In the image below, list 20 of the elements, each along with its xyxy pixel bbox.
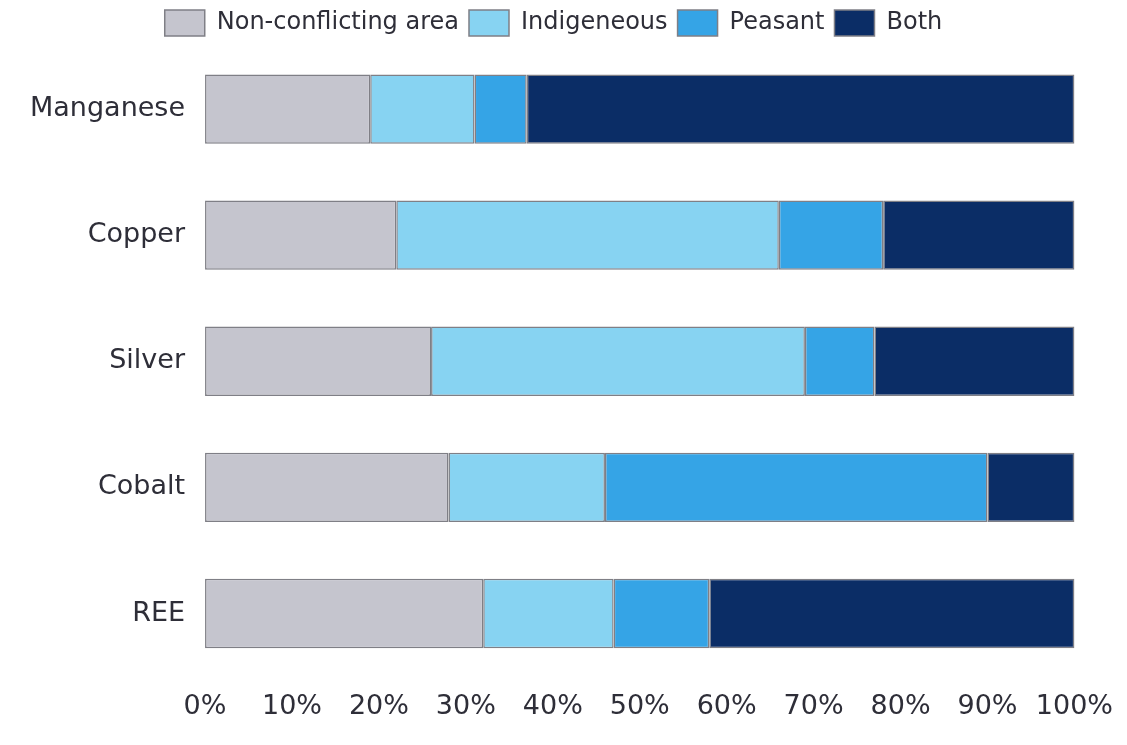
x-tick-label: 0% — [183, 688, 227, 720]
x-tick-label: 80% — [870, 688, 931, 720]
x-tick-label: 60% — [696, 688, 757, 720]
y-tick-label: Silver — [109, 343, 186, 375]
x-tick-label: 30% — [435, 688, 496, 720]
y-tick-label: REE — [132, 595, 186, 627]
x-tick-label: 10% — [261, 688, 322, 720]
x-tick-label: 70% — [783, 688, 844, 720]
y-tick-label: Copper — [87, 217, 186, 249]
x-tick-label: 50% — [609, 688, 670, 720]
x-tick-label: 20% — [348, 688, 409, 720]
x-tick-label: 100% — [1035, 688, 1114, 720]
legend-label: Both — [886, 7, 943, 36]
x-tick-label: 90% — [957, 688, 1018, 720]
y-tick-label: Cobalt — [97, 469, 186, 501]
y-tick-label: Manganese — [29, 91, 186, 123]
x-tick-label: 40% — [522, 688, 583, 720]
legend-label: Non-conflicting area — [216, 7, 459, 36]
legend-label: Peasant — [729, 7, 825, 36]
legend-label: Indigeneous — [521, 7, 668, 36]
